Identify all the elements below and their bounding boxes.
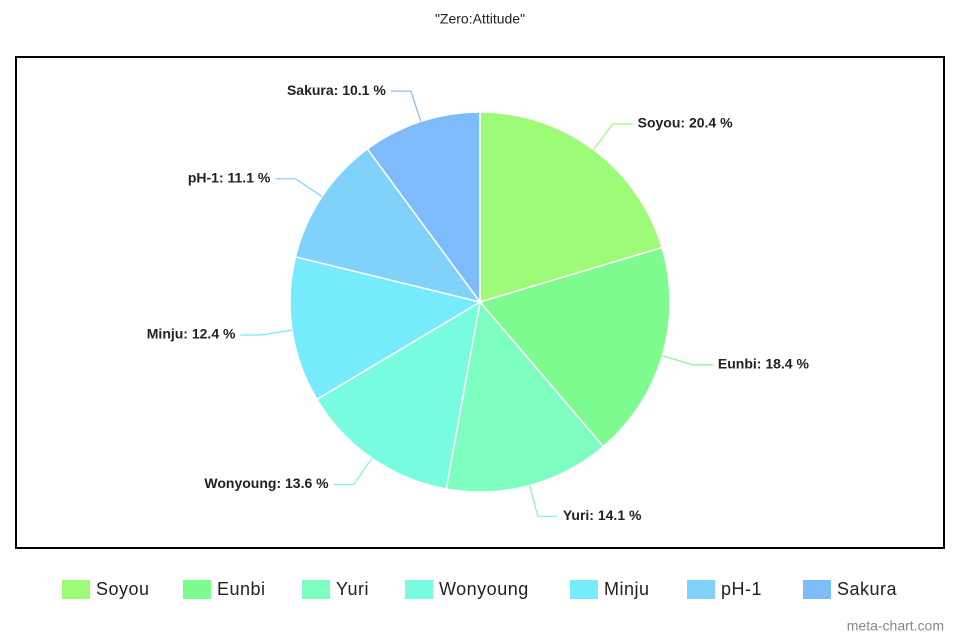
watermark: meta-chart.com <box>847 618 944 634</box>
data-label: Yuri: 14.1 % <box>563 507 642 523</box>
legend-swatch <box>62 580 90 599</box>
legend-swatch <box>183 580 211 599</box>
pie-slice <box>366 111 481 305</box>
data-label: Sakura: 10.1 % <box>287 82 386 98</box>
pie-slice <box>445 300 605 493</box>
pie-slice <box>315 300 482 490</box>
legend-label: Soyou <box>96 579 150 599</box>
leader-line <box>275 178 323 198</box>
leader-line <box>240 329 293 336</box>
legend-swatch <box>687 580 715 599</box>
leader-line <box>333 457 373 486</box>
legend-label: Sakura <box>837 579 898 599</box>
leader-line <box>662 355 713 366</box>
data-label: pH-1: 11.1 % <box>188 169 271 185</box>
leader-line <box>593 123 633 150</box>
data-label: Eunbi: 18.4 % <box>718 356 810 372</box>
data-label: Minju: 12.4 % <box>147 326 236 342</box>
legend-label: Eunbi <box>217 579 266 599</box>
data-label: Soyou: 20.4 % <box>638 115 733 131</box>
legend-swatch <box>405 580 433 599</box>
legend-label: Wonyoung <box>439 579 529 599</box>
legend-label: Yuri <box>336 579 369 599</box>
legend-swatch <box>302 580 330 599</box>
pie-slice <box>289 255 482 401</box>
leader-line <box>390 90 422 122</box>
legend-label: Minju <box>604 579 650 599</box>
legend-swatch <box>570 580 598 599</box>
plot-frame <box>15 56 945 549</box>
leader-line <box>528 485 558 517</box>
chart-title: "Zero:Attitude" <box>435 11 525 27</box>
legend-label: pH-1 <box>721 579 762 599</box>
data-label: Wonyoung: 13.6 % <box>204 475 329 491</box>
legend-swatch <box>803 580 831 599</box>
